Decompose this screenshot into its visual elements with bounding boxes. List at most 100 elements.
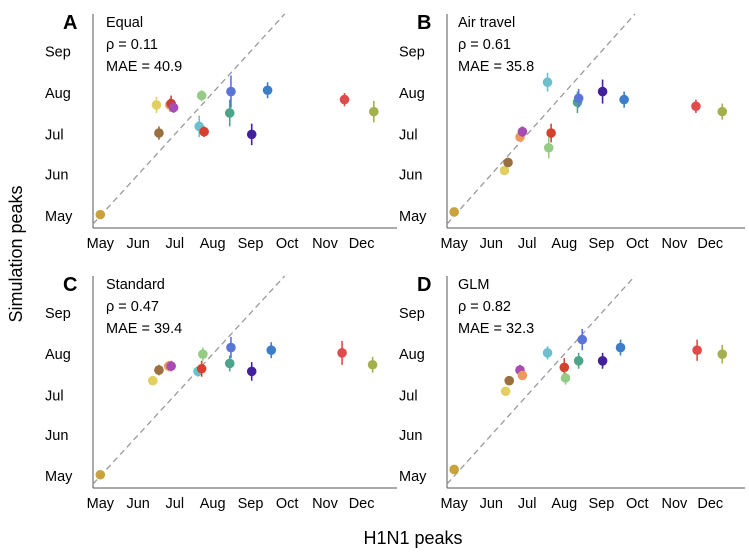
data-point [542,346,553,360]
data-point [154,126,164,140]
x-tick-label: Jul [166,236,185,252]
data-point [692,339,702,361]
y-tick-label: Jun [45,168,68,184]
data-point [517,126,528,138]
data-point [262,82,273,99]
data-point [166,360,176,372]
y-tick-label: Jun [399,428,422,444]
point-marker [499,165,510,176]
point-marker [148,375,158,386]
y-tick-label: Sep [399,306,425,322]
point-marker [517,126,528,137]
data-point [577,329,588,351]
figure-x-axis-label: H1N1 peaks [363,528,462,548]
data-point [168,102,179,113]
panel-b: May Jun Jul Aug Sep Oct Nov Dec May Jun Jul Aug Sep B… [399,12,745,252]
x-tick-label: Sep [588,496,614,512]
x-tick-label: Dec [349,496,375,512]
reference-line [92,275,286,485]
reference-line [446,13,636,225]
x-tick-label: Aug [551,236,577,252]
point-marker [246,129,257,140]
panel-stat: ρ = 0.61 [458,37,511,53]
data-point [573,352,584,369]
point-marker [543,142,554,153]
data-point [499,165,510,176]
point-marker [224,108,235,118]
point-marker [619,94,629,105]
x-tick-label: Oct [276,496,299,512]
y-tick-label: Jul [399,388,418,404]
panel-stat: MAE = 32.3 [458,321,534,337]
point-marker [198,349,208,359]
panel-stat: MAE = 40.9 [106,59,182,75]
data-point [246,123,257,146]
point-marker [266,345,277,356]
point-marker [573,93,584,104]
point-marker [199,126,209,137]
x-tick-label: Dec [697,236,723,252]
data-point [154,364,164,376]
x-tick-label: Jun [126,236,149,252]
x-tick-label: Dec [349,236,375,252]
point-marker [560,373,571,383]
data-point [717,103,728,120]
x-tick-label: Jun [480,496,503,512]
data-point [597,79,608,104]
x-tick-label: Oct [276,236,299,252]
panels: May Jun Jul Aug Sep Oct Nov Dec May Jun Jul Aug Sep A… [45,12,745,512]
y-tick-label: May [45,209,73,225]
data-point [151,96,162,113]
data-point [449,464,459,475]
data-point [500,386,511,397]
x-tick-label: Sep [238,496,264,512]
point-marker [517,370,528,381]
data-point [449,207,459,217]
data-point [196,360,207,377]
point-marker [503,157,513,168]
y-tick-label: Jul [45,127,64,143]
y-tick-label: Sep [45,306,71,322]
point-marker [226,342,236,353]
x-tick-label: Aug [200,236,226,252]
point-marker [542,348,553,358]
x-tick-label: Aug [200,496,226,512]
x-tick-label: Sep [588,236,614,252]
panel-letter: B [417,12,431,34]
panel-stat: ρ = 0.82 [458,299,511,315]
panel-stat: MAE = 39.4 [106,321,182,337]
panel-letter: A [63,12,77,34]
data-point [224,99,235,127]
data-point [224,355,235,372]
x-tick-label: Jul [166,496,185,512]
panel-a: May Jun Jul Aug Sep Oct Nov Dec May Jun Jul Aug Sep A… [45,12,397,252]
point-marker [577,334,588,345]
x-tick-label: May [440,496,468,512]
x-tick-label: Dec [697,496,723,512]
y-tick-label: May [399,469,427,485]
figure-y-axis-label: Simulation peaks [6,185,26,322]
x-tick-label: Nov [312,236,339,252]
data-point [504,375,515,386]
point-marker [337,348,347,358]
point-marker [504,375,515,386]
data-point [337,340,347,365]
x-tick-label: Aug [551,496,577,512]
panel-letter: D [417,274,431,296]
point-marker [369,106,379,117]
y-tick-label: Jun [45,428,68,444]
data-point [367,356,378,373]
data-point [196,90,207,101]
point-marker [246,366,257,377]
point-marker [559,362,570,373]
point-marker [154,365,164,375]
point-marker [573,356,584,366]
data-point [517,370,528,381]
y-tick-label: Aug [45,86,71,102]
x-tick-label: May [87,236,115,252]
data-point [246,362,257,381]
y-tick-label: Aug [45,347,71,363]
data-point [198,347,208,361]
y-tick-label: May [399,209,427,225]
